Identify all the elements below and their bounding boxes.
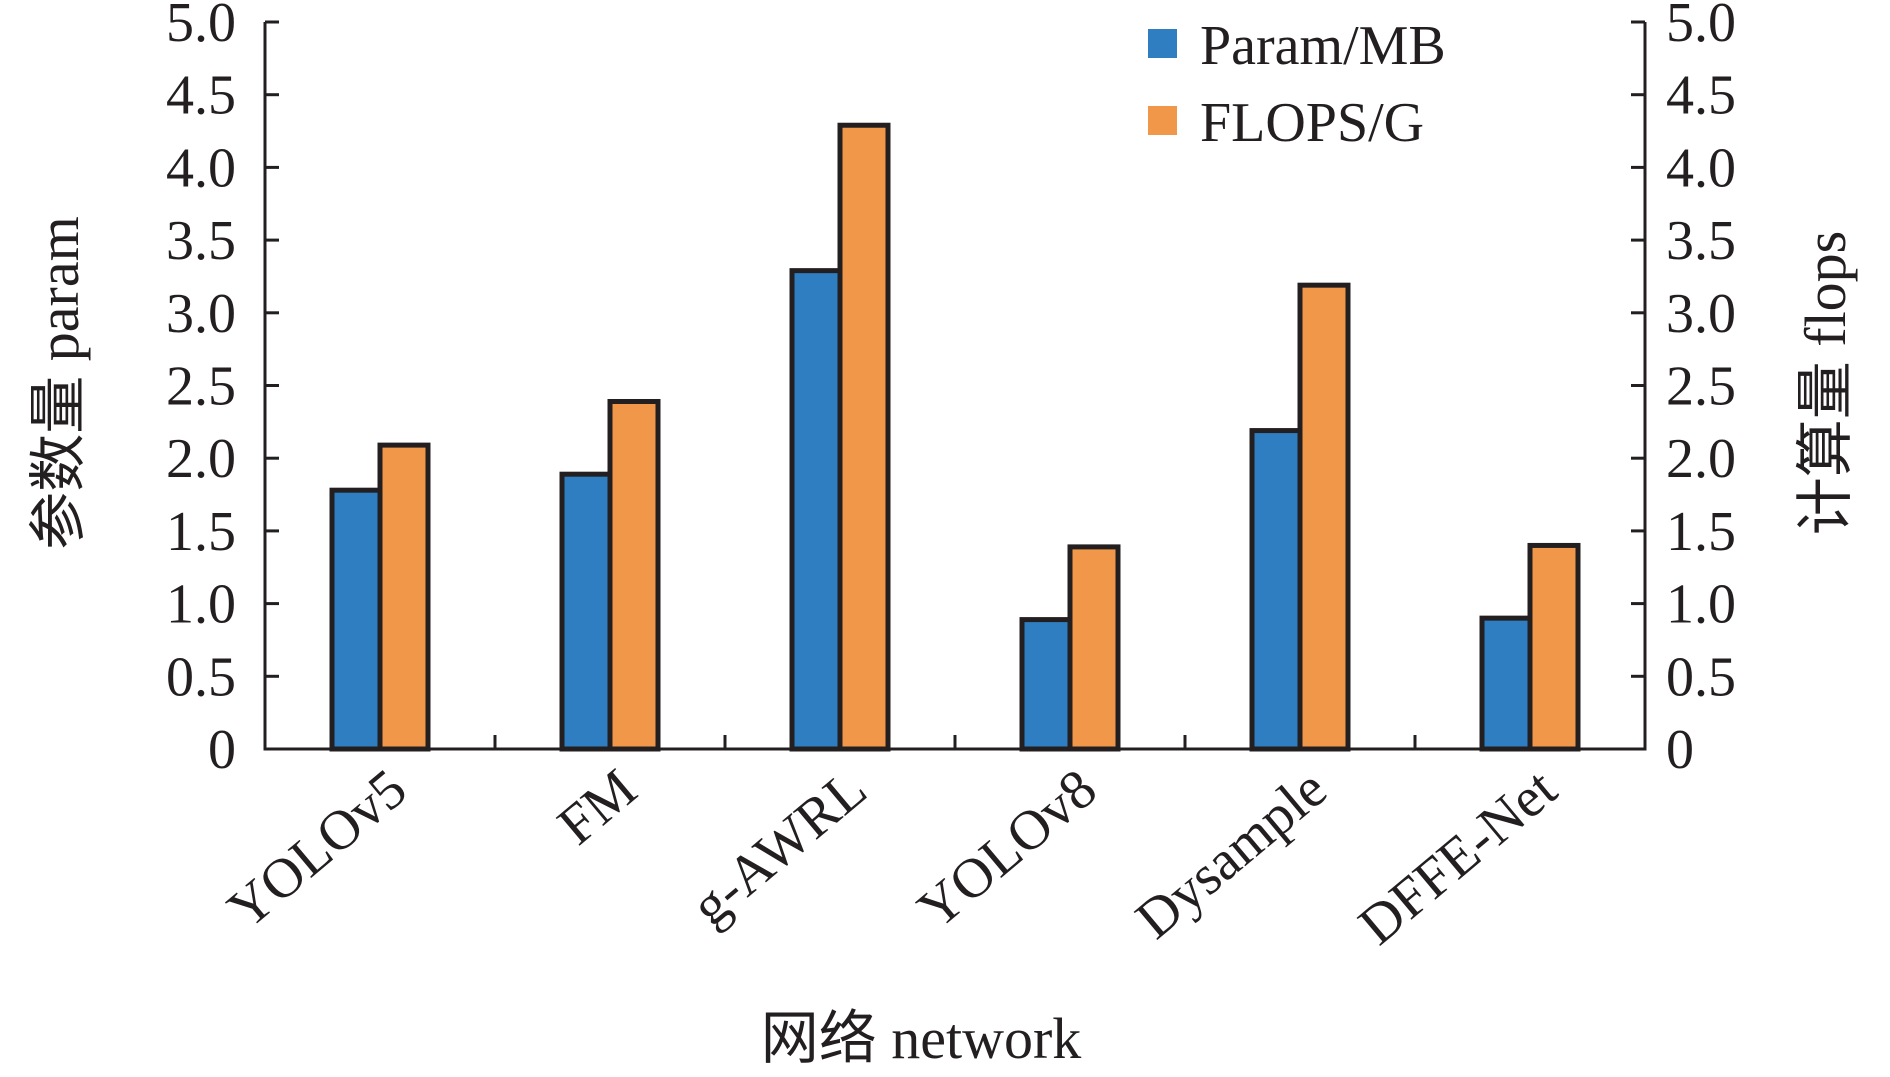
x-tick-label-yolov8: YOLOv8 (906, 757, 1108, 940)
legend-swatch-flops (1148, 106, 1177, 135)
x-tick-label-g-awrl: g-AWRL (680, 757, 878, 938)
bar-flops-dffe-net (1527, 542, 1581, 752)
y-tick-label-left: 1.5 (166, 501, 236, 563)
bar-flops-dysample (1297, 282, 1351, 752)
y-tick-label-right: 3.5 (1666, 210, 1736, 272)
legend-label-param: Param/MB (1200, 15, 1446, 77)
bar-param-dffe-net (1479, 615, 1533, 752)
y-tick-label-left: 5.0 (166, 0, 236, 54)
y-axis-title-left: 参数量 param (26, 216, 91, 549)
x-tick-label-fm: FM (547, 757, 649, 857)
bar-param-yolov8 (1019, 617, 1073, 752)
y-tick-label-left: 3.0 (166, 283, 236, 345)
y-tick-label-left: 4.0 (166, 137, 236, 199)
legend-label-flops: FLOPS/G (1200, 92, 1424, 154)
x-tick-label-dysample: Dysample (1125, 757, 1339, 950)
y-tick-label-left: 0 (208, 719, 236, 781)
y-tick-label-left: 0.5 (166, 646, 236, 708)
bar-param-dysample (1249, 428, 1303, 752)
y-tick-label-right: 0.5 (1666, 646, 1736, 708)
bar-flops-yolov5 (377, 442, 431, 752)
x-tick-label-yolov5: YOLOv5 (216, 757, 418, 940)
y-tick-label-left: 2.0 (166, 428, 236, 490)
legend: Param/MB FLOPS/G (1148, 15, 1446, 154)
y-tick-label-left: 1.0 (166, 574, 236, 636)
x-tick-label-dffe-net: DFFE-Net (1347, 757, 1568, 957)
y-tick-label-left: 4.5 (166, 65, 236, 127)
bar-flops-fm (607, 398, 661, 752)
y-tick-label-right: 1.0 (1666, 574, 1736, 636)
y-tick-label-left: 2.5 (166, 356, 236, 418)
y-tick-label-right: 4.5 (1666, 65, 1736, 127)
y-axis-title-right: 计算量 flops (1793, 231, 1858, 536)
ticks-layer: 0 0 0.5 0.5 1.0 1.0 1.5 1.5 2.0 2.0 2.5 2.5 3.0 3.0 3.… (166, 0, 1736, 781)
category-labels: YOLOv5 FM g-AWRL YOLOv8 Dysample DFFE-Net (216, 757, 1568, 957)
bars-layer (329, 122, 1581, 752)
x-axis-title: 网络 network (761, 1006, 1082, 1071)
y-tick-label-right: 5.0 (1666, 0, 1736, 54)
y-tick-label-right: 3.0 (1666, 283, 1736, 345)
y-tick-label-right: 1.5 (1666, 501, 1736, 563)
y-tick-label-right: 0 (1666, 719, 1694, 781)
axes-layer (263, 22, 1647, 751)
bar-flops-g-awrl (837, 122, 891, 752)
bar-flops-yolov8 (1067, 544, 1121, 752)
y-tick-label-left: 3.5 (166, 210, 236, 272)
legend-swatch-param (1148, 29, 1177, 58)
bar-param-yolov5 (329, 487, 383, 752)
y-tick-label-right: 2.0 (1666, 428, 1736, 490)
y-tick-label-right: 2.5 (1666, 356, 1736, 418)
bar-param-fm (559, 471, 613, 752)
bar-param-g-awrl (789, 268, 843, 752)
y-tick-label-right: 4.0 (1666, 137, 1736, 199)
